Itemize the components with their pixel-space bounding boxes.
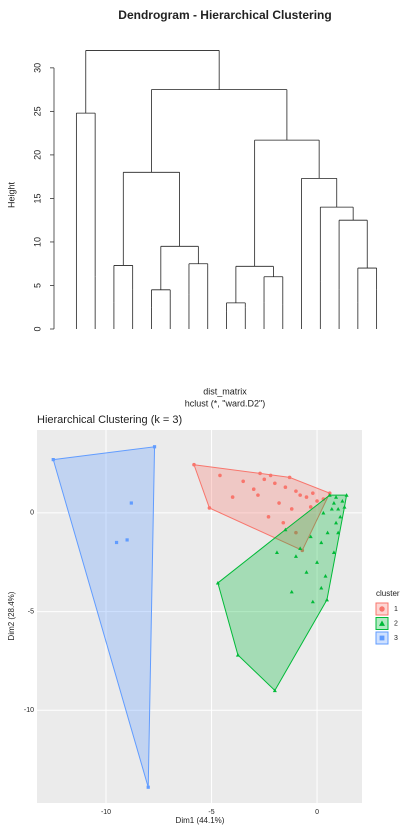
point [310,599,315,604]
point [235,652,240,657]
panel [37,430,362,803]
point [215,580,220,585]
point [283,527,288,532]
point [319,540,324,545]
x-axis-label: Dim1 (44.1%) [176,816,225,825]
x-tick-label: 0 [315,809,319,816]
point [319,585,324,590]
point [293,554,298,558]
y-axis-label: Dim2 (28.4%) [7,591,16,640]
y-tick-label: 25 [32,106,42,116]
point [251,487,256,492]
point [315,560,320,564]
point [274,550,279,554]
point [327,493,332,497]
y-tick-label: 0 [32,326,42,331]
scatter-title: Hierarchical Clustering (k = 3) [37,414,182,426]
x-tick-label: -5 [208,809,214,816]
point [256,493,260,497]
y-tick-label: -5 [28,608,34,615]
y-tick-label: 5 [32,283,42,288]
point [289,507,294,511]
point [114,540,119,545]
legend-title: cluster [376,589,400,598]
point [321,510,326,515]
point [272,688,277,693]
legend-label: 3 [394,635,398,642]
point [338,514,343,519]
point [268,473,273,478]
point [298,493,302,497]
point [298,546,303,551]
point [331,550,336,554]
point [277,501,281,505]
point [218,473,222,478]
point [331,501,336,505]
point [324,597,329,602]
point [304,570,309,574]
point [283,485,288,490]
point [340,499,345,503]
point [334,520,339,525]
x-tick-label: -10 [101,809,111,816]
point [287,475,292,480]
cluster-hull [52,446,156,788]
point [51,458,55,462]
point [336,506,341,511]
legend-label: 2 [394,620,398,627]
point [207,506,212,510]
point [152,445,157,449]
y-tick-label: 20 [32,150,42,160]
point [325,530,330,535]
point [311,491,315,495]
point [146,785,150,789]
y-tick-label: 30 [32,63,42,73]
point [266,515,271,519]
subtitle: hclust (*, "ward.D2") [185,398,265,408]
point [258,471,262,476]
legend-label: 1 [394,606,398,613]
y-axis-label: Height [6,181,16,208]
y-tick-label: -10 [24,707,34,714]
y-tick-label: 0 [30,510,34,517]
point [289,589,294,594]
point [304,495,309,499]
point [129,501,133,505]
point [315,499,319,503]
y-tick-label: 10 [32,237,42,247]
point [342,504,347,509]
point [125,538,129,542]
point [273,481,277,486]
point [344,493,349,497]
point [281,520,286,525]
point [329,506,334,511]
point [308,505,313,509]
legend-marker [379,606,385,612]
y-tick-label: 15 [32,193,42,203]
point [323,574,328,578]
point [294,530,298,535]
point [262,477,267,482]
legend-marker [379,635,385,641]
point [241,479,245,484]
point [308,534,313,539]
legend-marker [379,620,385,626]
point [294,489,298,493]
point [336,530,341,535]
point [334,495,339,499]
dendrogram-title: Dendrogram - Hierarchical Clustering [118,8,331,22]
x-axis-label: dist_matrix [203,386,247,396]
point [230,495,235,499]
point [192,462,196,467]
